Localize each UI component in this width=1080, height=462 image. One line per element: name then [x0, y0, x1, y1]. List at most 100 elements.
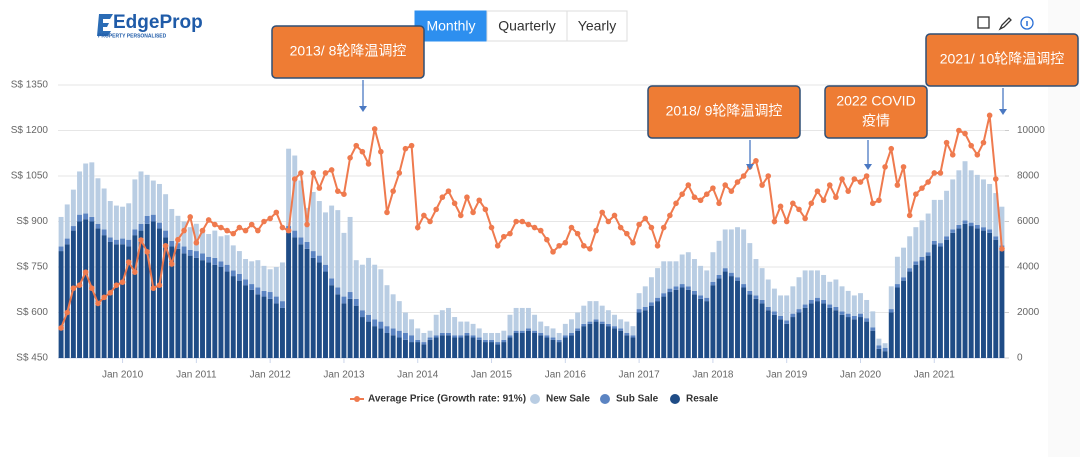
price-point[interactable] — [660, 224, 667, 231]
price-point[interactable] — [771, 218, 778, 225]
price-point[interactable] — [777, 203, 784, 210]
price-point[interactable] — [353, 142, 360, 149]
price-point[interactable] — [728, 188, 735, 194]
price-point[interactable] — [531, 224, 538, 231]
price-point[interactable] — [826, 182, 833, 188]
tab[interactable] — [414, 10, 488, 42]
price-point[interactable] — [470, 209, 476, 216]
price-point[interactable] — [900, 164, 907, 170]
price-point[interactable] — [833, 194, 839, 201]
price-point[interactable] — [820, 197, 827, 204]
price-point[interactable] — [285, 227, 292, 234]
price-point[interactable] — [968, 142, 974, 149]
price-point[interactable] — [76, 282, 83, 289]
price-point[interactable] — [279, 224, 286, 231]
price-point[interactable] — [113, 282, 120, 289]
price-point[interactable] — [445, 188, 452, 194]
price-point[interactable] — [501, 233, 507, 240]
legend-label[interactable]: Sub Sale — [616, 394, 659, 405]
icon-info[interactable] — [1020, 16, 1034, 30]
price-point[interactable] — [488, 224, 495, 231]
price-point[interactable] — [322, 170, 329, 176]
price-point[interactable] — [205, 217, 212, 223]
price-point[interactable] — [187, 214, 194, 220]
price-point[interactable] — [814, 188, 821, 194]
price-point[interactable] — [494, 242, 501, 249]
price-point[interactable] — [937, 170, 944, 176]
price-point[interactable] — [316, 185, 323, 191]
price-point[interactable] — [525, 221, 532, 228]
price-point[interactable] — [851, 176, 858, 182]
price-point[interactable] — [550, 249, 556, 255]
price-point[interactable] — [341, 191, 347, 197]
price-point[interactable] — [273, 209, 280, 216]
price-point[interactable] — [119, 279, 126, 285]
price-point[interactable] — [212, 221, 218, 228]
price-point[interactable] — [913, 191, 919, 197]
price-point[interactable] — [507, 230, 513, 237]
price-point[interactable] — [156, 282, 163, 289]
price-point[interactable] — [906, 212, 913, 219]
price-point[interactable] — [476, 197, 483, 204]
price-point[interactable] — [544, 236, 550, 243]
price-point[interactable] — [685, 182, 692, 188]
price-point[interactable] — [580, 242, 587, 249]
price-point[interactable] — [876, 197, 882, 204]
price-point[interactable] — [605, 218, 612, 225]
price-point[interactable] — [986, 112, 993, 119]
price-point[interactable] — [199, 227, 206, 234]
price-point[interactable] — [193, 239, 200, 246]
price-point[interactable] — [384, 209, 390, 216]
price-point[interactable] — [298, 170, 304, 176]
price-point[interactable] — [82, 269, 89, 275]
price-point[interactable] — [439, 194, 446, 201]
price-point[interactable] — [267, 215, 273, 222]
price-point[interactable] — [999, 246, 1005, 252]
price-point[interactable] — [359, 148, 366, 155]
price-point[interactable] — [101, 294, 107, 301]
price-point[interactable] — [642, 215, 649, 222]
price-point[interactable] — [697, 197, 704, 204]
price-point[interactable] — [218, 224, 224, 231]
price-point[interactable] — [433, 206, 439, 213]
price-point[interactable] — [783, 218, 790, 225]
price-point[interactable] — [95, 300, 101, 307]
price-point[interactable] — [722, 182, 729, 188]
price-point[interactable] — [310, 170, 316, 176]
price-point[interactable] — [89, 285, 95, 292]
price-point[interactable] — [790, 200, 796, 207]
price-point[interactable] — [882, 164, 888, 170]
price-point[interactable] — [796, 206, 802, 213]
price-point[interactable] — [70, 285, 77, 292]
price-point[interactable] — [759, 182, 765, 188]
price-point[interactable] — [125, 259, 132, 265]
tab[interactable] — [486, 10, 568, 42]
price-point[interactable] — [464, 194, 470, 201]
price-point[interactable] — [949, 151, 956, 158]
price-point[interactable] — [421, 212, 427, 219]
price-point[interactable] — [863, 173, 870, 179]
price-point[interactable] — [691, 194, 698, 201]
price-point[interactable] — [654, 242, 661, 249]
legend-label[interactable]: New Sale — [546, 394, 590, 405]
price-point[interactable] — [519, 218, 526, 225]
price-point[interactable] — [162, 242, 169, 249]
price-point[interactable] — [624, 230, 630, 237]
price-point[interactable] — [255, 227, 261, 234]
price-point[interactable] — [734, 179, 741, 185]
price-point[interactable] — [64, 309, 71, 316]
legend-label[interactable]: Resale — [686, 394, 719, 405]
price-point[interactable] — [648, 224, 655, 231]
price-point[interactable] — [617, 224, 624, 231]
price-point[interactable] — [230, 230, 237, 237]
price-point[interactable] — [181, 227, 187, 234]
price-point[interactable] — [347, 155, 353, 161]
legend-label[interactable]: Average Price (Growth rate: 91%) — [368, 394, 526, 405]
price-point[interactable] — [58, 325, 64, 331]
price-point[interactable] — [667, 212, 673, 219]
price-point[interactable] — [802, 215, 808, 222]
price-point[interactable] — [427, 218, 433, 225]
price-point[interactable] — [365, 161, 372, 167]
price-point[interactable] — [537, 227, 544, 234]
price-point[interactable] — [962, 130, 968, 137]
